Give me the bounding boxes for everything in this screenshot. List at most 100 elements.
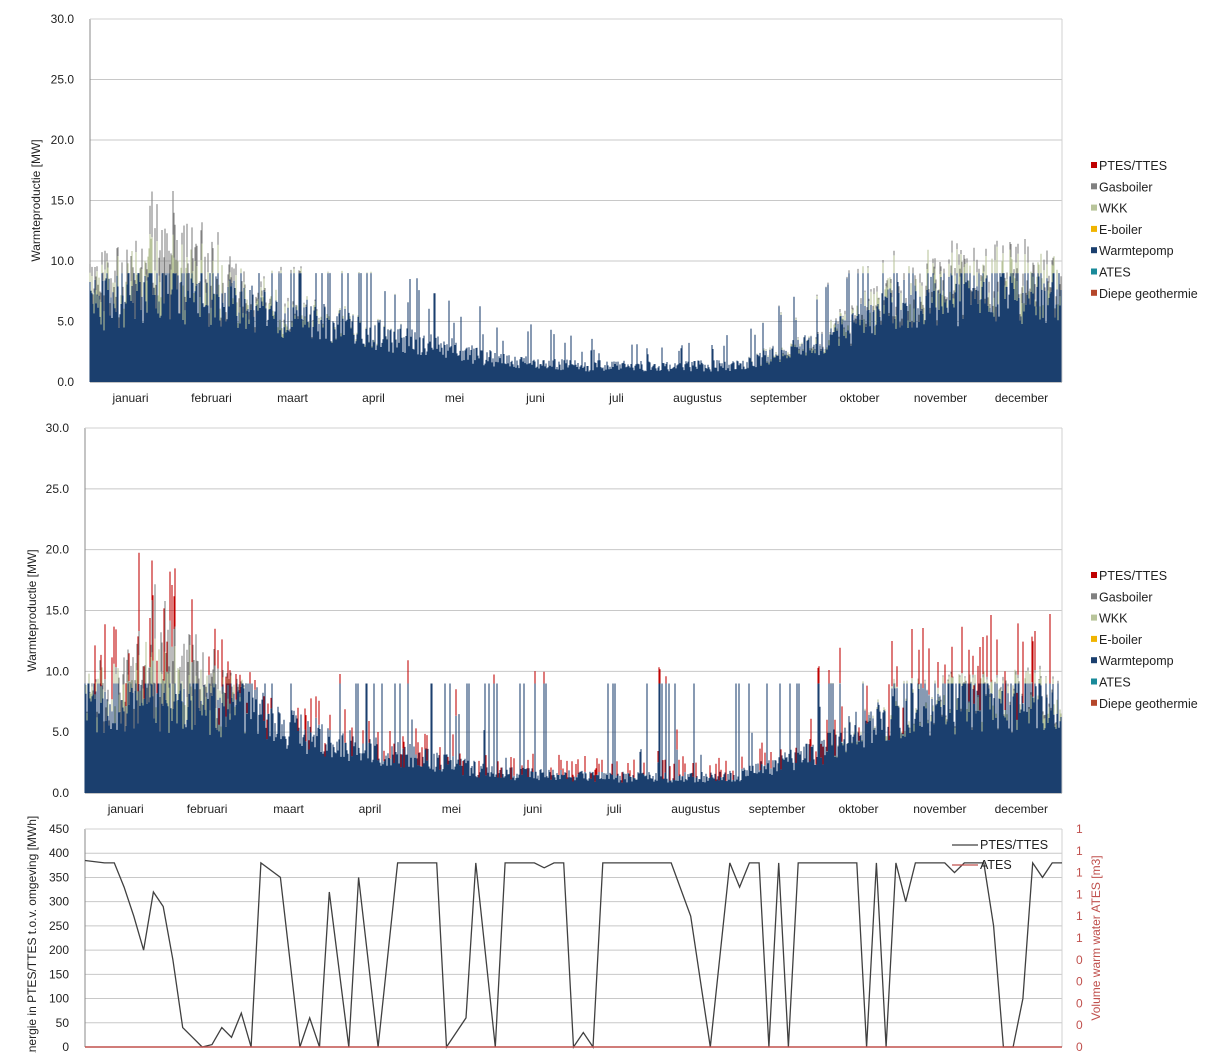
y2-tick-label: 1 — [1076, 887, 1083, 901]
legend-swatch — [1091, 183, 1097, 190]
series-warmtepomp — [89, 273, 1062, 382]
y-tick-label: 10.0 — [46, 664, 70, 678]
chart-1-axes: 0.0 5.0 10.0 15.0 20.0 25.0 30.0 Warmteproducti… — [29, 12, 1063, 389]
chart-3-legend: PTES/TTES ATES — [952, 838, 1048, 872]
chart-1-legend: PTES/TTES Gasboiler WKK E-boiler Warmtepomp A… — [1091, 159, 1198, 301]
legend-label: ATES — [980, 858, 1012, 872]
legend-label: E-boiler — [1099, 223, 1142, 237]
legend-swatch — [1091, 268, 1097, 275]
y-tick-label: 450 — [49, 822, 69, 836]
series-warmtepomp — [84, 683, 1062, 793]
legend-swatch — [1091, 289, 1097, 296]
x-tick-label: februari — [187, 802, 228, 816]
series-gasboiler — [86, 584, 1059, 736]
legend-label: PTES/TTES — [1099, 569, 1167, 583]
y2-tick-label: 0 — [1076, 975, 1083, 989]
y-tick-label: 100 — [49, 992, 69, 1006]
x-tick-label: juni — [525, 391, 545, 405]
y2-tick-label: 1 — [1076, 844, 1083, 858]
x-tick-label: maart — [273, 802, 304, 816]
legend-swatch — [1091, 614, 1097, 621]
y2-tick-label: 0 — [1076, 996, 1083, 1010]
legend-label: WKK — [1099, 612, 1128, 626]
x-tick-label: mei — [442, 802, 461, 816]
x-tick-label: oktober — [838, 802, 878, 816]
y-tick-label: 15.0 — [51, 194, 75, 208]
legend-label: WKK — [1099, 202, 1128, 216]
legend-swatch — [1091, 678, 1097, 685]
x-tick-label: maart — [277, 391, 308, 405]
y-tick-label: 5.0 — [52, 725, 69, 739]
x-tick-label: november — [914, 391, 967, 405]
x-tick-label: september — [750, 391, 807, 405]
y-tick-label: 25.0 — [46, 482, 70, 496]
y2-tick-label: 1 — [1076, 931, 1083, 945]
x-tick-label: juli — [606, 802, 622, 816]
series-gasboiler — [89, 191, 1062, 368]
x-tick-label: september — [749, 802, 806, 816]
y-axis-title: Energie in PTES/TTES t.o.v. omgeving [MW… — [25, 816, 39, 1053]
x-tick-label: augustus — [673, 391, 722, 405]
series-wkk — [89, 234, 1061, 370]
chart-2-legend: PTES/TTES Gasboiler WKK E-boiler Warmtepomp A… — [1091, 569, 1198, 711]
x-tick-label: juni — [522, 802, 542, 816]
x-tick-label: februari — [191, 391, 232, 405]
y-tick-label: 5.0 — [57, 315, 74, 329]
y-tick-label: 0.0 — [52, 786, 69, 800]
y-tick-label: 300 — [49, 895, 69, 909]
x-tick-label: april — [362, 391, 385, 405]
y2-tick-label: 1 — [1076, 822, 1083, 836]
legend-label: Gasboiler — [1099, 180, 1153, 194]
legend-label: E-boiler — [1099, 633, 1142, 647]
y2-tick-label: 0 — [1076, 1040, 1083, 1053]
y-tick-label: 20.0 — [51, 133, 75, 147]
x-tick-label: april — [359, 802, 382, 816]
legend-label: PTES/TTES — [980, 838, 1048, 852]
legend-label: ATES — [1099, 266, 1131, 280]
legend-label: PTES/TTES — [1099, 159, 1167, 173]
y-axis-title: Warmteproductie [MW] — [29, 139, 43, 261]
legend-label: ATES — [1099, 676, 1131, 690]
y-tick-label: 30.0 — [51, 12, 75, 26]
x-tick-label: augustus — [671, 802, 720, 816]
y-tick-label: 400 — [49, 846, 69, 860]
y-tick-label: 200 — [49, 943, 69, 957]
y2-axis-title: Volume warm water ATES [m3] — [1089, 855, 1103, 1020]
x-tick-label: juli — [608, 391, 624, 405]
y-tick-label: 25.0 — [51, 73, 75, 87]
x-tick-label: december — [995, 391, 1048, 405]
x-tick-label: december — [995, 802, 1048, 816]
x-tick-label: oktober — [839, 391, 879, 405]
chart-2-x-axis: januari februari maart april mei juni juli augu… — [107, 802, 1048, 816]
legend-swatch — [1091, 247, 1097, 254]
legend-swatch — [1091, 204, 1097, 211]
legend-swatch — [1091, 162, 1097, 168]
legend-swatch — [1091, 657, 1097, 664]
y-tick-label: 350 — [49, 870, 69, 884]
y-tick-label: 150 — [49, 967, 69, 981]
legend-swatch — [1091, 593, 1097, 600]
chart-2-plot — [84, 552, 1062, 793]
chart-3-plot: 0 0 0 0 0 1 1 1 1 1 1 Volume warm water ATES [m3] — [84, 822, 1103, 1054]
y2-tick-label: 1 — [1076, 866, 1083, 880]
legend-swatch — [1091, 572, 1097, 578]
x-tick-label: mei — [445, 391, 464, 405]
legend-label: Diepe geothermie — [1099, 287, 1198, 301]
y-tick-label: 0.0 — [57, 375, 74, 389]
chart-2-axes: 0.0 5.0 10.0 15.0 20.0 25.0 30.0 Warmteproducti… — [25, 421, 1063, 800]
legend-swatch — [1091, 635, 1097, 642]
y-tick-label: 10.0 — [51, 254, 75, 268]
legend-swatch — [1091, 699, 1097, 706]
y-tick-label: 0 — [62, 1040, 69, 1053]
x-tick-label: november — [913, 802, 966, 816]
y2-tick-label: 1 — [1076, 909, 1083, 923]
legend-swatch — [1091, 225, 1097, 232]
chart-1-x-axis: januari februari maart april mei juni juli augu… — [111, 391, 1048, 405]
y-axis-title: Warmteproductie [MW] — [25, 549, 39, 671]
legend-label: Warmtepomp — [1099, 244, 1174, 258]
y-tick-label: 30.0 — [46, 421, 70, 435]
legend-label: Gasboiler — [1099, 590, 1153, 604]
y2-tick-label: 0 — [1076, 1018, 1083, 1032]
y-tick-label: 250 — [49, 919, 69, 933]
